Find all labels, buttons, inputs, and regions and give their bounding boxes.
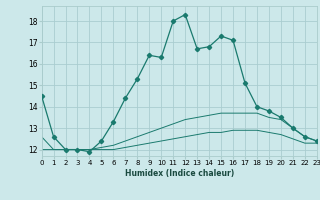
X-axis label: Humidex (Indice chaleur): Humidex (Indice chaleur)	[124, 169, 234, 178]
